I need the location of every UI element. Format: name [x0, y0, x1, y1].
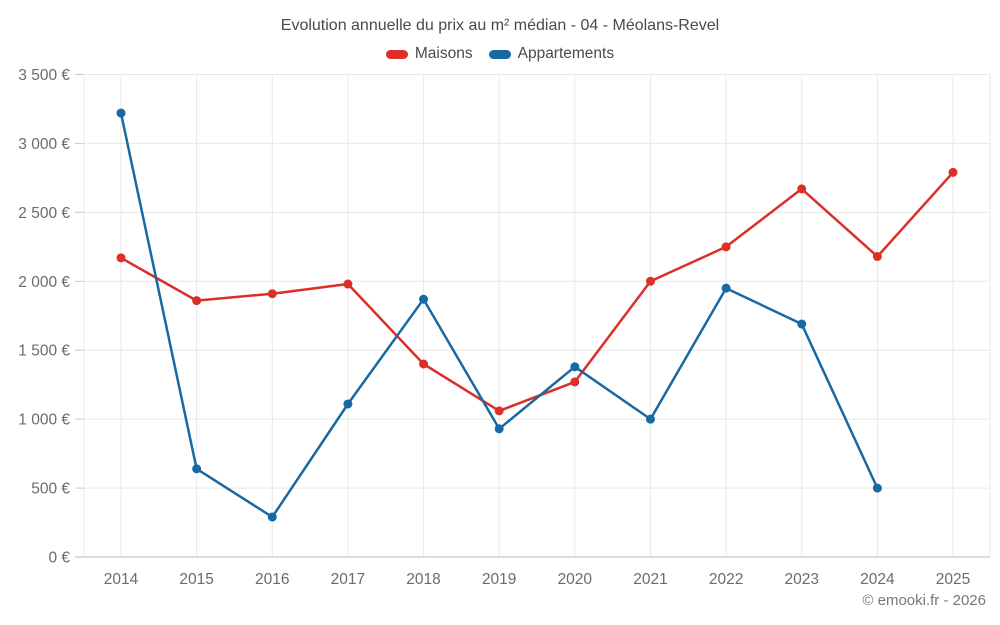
data-point-maisons-2017[interactable]: [343, 279, 353, 289]
data-point-appartements-2023[interactable]: [797, 319, 807, 329]
copyright-note: © emooki.fr - 2026: [862, 592, 986, 609]
data-point-appartements-2024[interactable]: [872, 483, 882, 493]
x-tick-label: 2022: [709, 571, 743, 588]
data-point-appartements-2022[interactable]: [721, 283, 731, 293]
y-tick-label: 500 €: [31, 481, 70, 498]
x-tick-label: 2016: [255, 571, 289, 588]
x-tick-label: 2014: [104, 571, 139, 588]
data-point-appartements-2020[interactable]: [570, 362, 580, 372]
data-point-maisons-2024[interactable]: [872, 251, 882, 261]
appartements-series-swatch-icon: [488, 49, 511, 59]
data-point-appartements-2016[interactable]: [267, 512, 277, 522]
data-point-maisons-2016[interactable]: [267, 289, 277, 299]
data-point-maisons-2018[interactable]: [419, 359, 429, 369]
data-point-maisons-2015[interactable]: [192, 296, 202, 306]
data-point-appartements-2018[interactable]: [419, 294, 429, 304]
x-tick-label: 2019: [482, 571, 516, 588]
data-point-maisons-2023[interactable]: [797, 184, 807, 194]
data-point-maisons-2025[interactable]: [948, 167, 958, 177]
x-tick-label: 2018: [406, 571, 440, 588]
series-line-maisons: [119, 171, 955, 413]
y-tick-label: 2 500 €: [18, 205, 70, 222]
data-point-appartements-2015[interactable]: [192, 464, 202, 474]
data-point-maisons-2014[interactable]: [116, 253, 126, 263]
maisons-series-swatch-icon: [385, 49, 408, 59]
y-tick-label: 2 000 €: [18, 274, 70, 291]
y-tick-label: 3 000 €: [18, 136, 70, 153]
chart-title: Evolution annuelle du prix au m² médian …: [280, 17, 720, 34]
legend-label-appartements: Appartements: [517, 45, 615, 62]
y-tick-label: 0 €: [48, 550, 70, 567]
data-point-appartements-2017[interactable]: [343, 399, 353, 409]
x-tick-label: 2021: [633, 571, 667, 588]
x-tick-label: 2024: [860, 571, 895, 588]
chart-legend: Maisons Appartements: [0, 45, 1000, 63]
y-tick-label: 3 500 €: [18, 67, 70, 84]
data-point-appartements-2014[interactable]: [116, 108, 126, 118]
data-point-appartements-2021[interactable]: [645, 414, 655, 424]
x-tick-label: 2020: [558, 571, 593, 588]
x-tick-label: 2023: [784, 571, 818, 588]
x-tick-label: 2025: [936, 571, 970, 588]
legend-label-maisons: Maisons: [414, 45, 473, 62]
legend-item-appartements[interactable]: Appartements: [488, 45, 615, 63]
legend-item-maisons[interactable]: Maisons: [385, 45, 473, 63]
data-point-appartements-2019[interactable]: [494, 424, 504, 434]
x-tick-label: 2015: [179, 571, 213, 588]
data-point-maisons-2021[interactable]: [645, 276, 655, 286]
x-tick-label: 2017: [331, 571, 365, 588]
data-point-maisons-2019[interactable]: [494, 406, 504, 416]
data-point-maisons-2020[interactable]: [570, 377, 580, 387]
y-tick-label: 1 000 €: [18, 412, 70, 429]
data-point-maisons-2022[interactable]: [721, 242, 731, 252]
y-tick-label: 1 500 €: [18, 343, 70, 360]
